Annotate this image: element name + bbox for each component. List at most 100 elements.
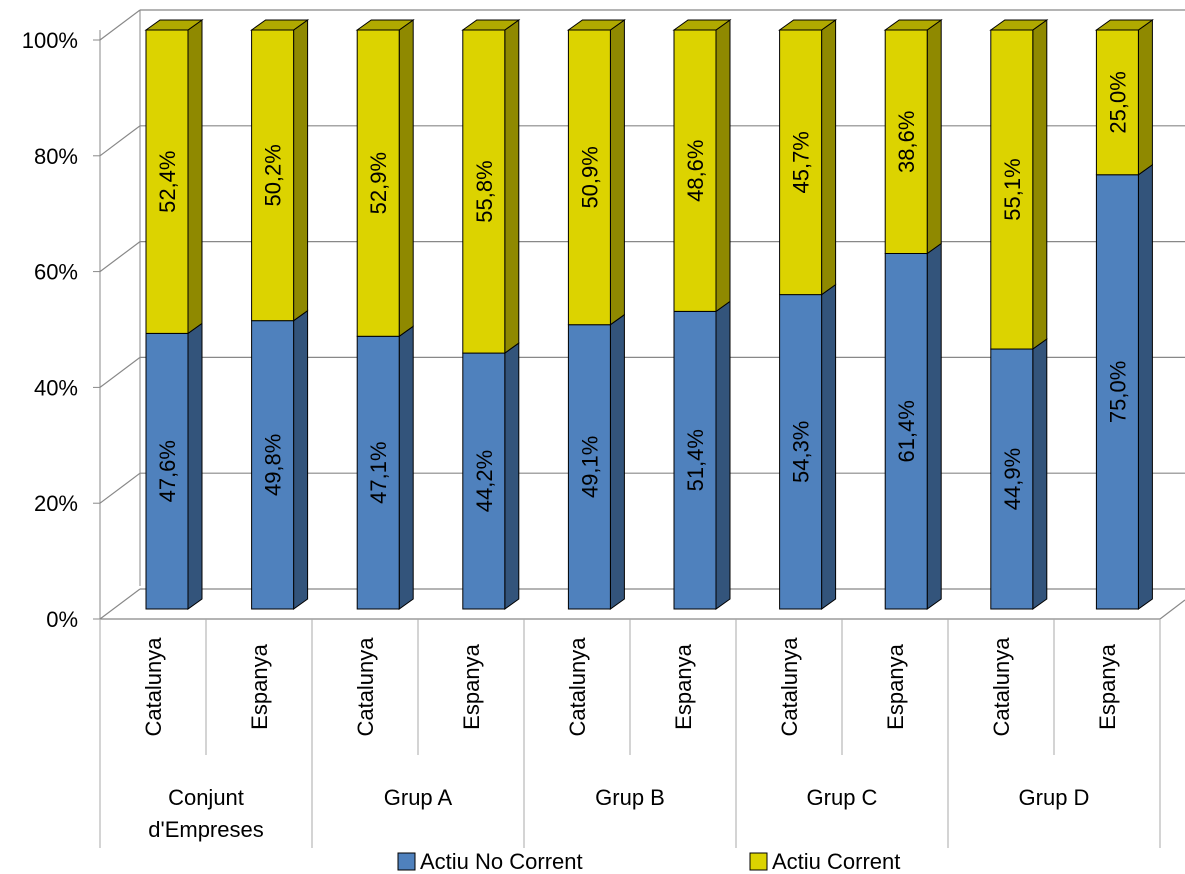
data-label: 47,6% [155,440,180,502]
bar-side [821,19,837,296]
bar-segment [356,335,400,610]
bar-side [1032,19,1048,351]
bar-side [1137,19,1153,176]
bar-stack: 44,9% 55,1% [989,19,1049,610]
bar-stack: 61,4% 38,6% [883,19,943,610]
y-tick-label: 0% [46,607,78,632]
bar-segment [356,29,400,337]
x-tick-label-region: Espanya [671,643,696,729]
bar-side [1137,163,1153,610]
data-label: 52,9% [366,152,391,214]
bar-segment [779,29,823,296]
bar-segment [462,29,506,354]
bar-side [187,322,203,610]
bar-side [398,19,414,338]
y-tick-label: 100% [22,28,78,53]
legend: Actiu No Corrent Actiu Corrent [397,849,900,874]
bar-stack: 47,1% 52,9% [355,19,415,610]
bar-segment [884,252,928,610]
legend-label: Actiu Corrent [772,849,900,874]
gridline-diagonal [99,588,141,620]
bar-stack: 51,4% 48,6% [672,19,732,610]
x-tick-label-region: Catalunya [353,637,378,737]
y-tick-label: 40% [34,375,78,400]
bar-stack: 49,8% 50,2% [250,19,310,610]
bar-segment [990,29,1034,350]
y-axis-tick-labels: 0% 20% 40% 60% 80% 100% [22,28,78,632]
legend-label: Actiu No Corrent [420,849,583,874]
x-tick-label-group: Grup C [807,785,878,810]
data-label: 61,4% [894,400,919,462]
x-tick-label-region: Espanya [1095,643,1120,729]
bar-segment [673,29,717,312]
x-tick-label-group: d'Empreses [148,817,263,842]
data-label: 52,4% [155,151,180,213]
bar-stack: 49,1% 50,9% [566,19,626,610]
bar-segment [1095,174,1139,610]
bars: 47,6% 52,4% 49,8% 50,2% 47,1% 52,9% 44,2% 55,8%… [144,19,1154,610]
x-tick-label-group: Conjunt [168,785,244,810]
x-tick-label-region: Espanya [459,643,484,729]
x-tick-label-region: Catalunya [565,637,590,737]
data-label: 49,1% [577,436,602,498]
bar-stack: 44,2% 55,8% [461,19,521,610]
x-tick-label-region: Espanya [883,643,908,729]
bar-side [715,19,731,313]
data-label: 51,4% [683,429,708,491]
data-label: 44,9% [1000,448,1025,510]
x-tick-label-group: Grup B [595,785,665,810]
data-label: 50,2% [261,144,286,206]
data-label: 50,9% [577,146,602,208]
bar-side [187,19,203,335]
bar-side [504,342,520,610]
bar-segment [884,29,928,254]
bar-segment [251,29,295,322]
bar-side [926,242,942,610]
bar-side [926,19,942,255]
data-label: 47,1% [366,441,391,503]
data-label: 44,2% [472,450,497,512]
bar-segment [251,320,295,610]
gridline-diagonal [99,241,141,273]
bar-segment [1095,29,1139,176]
bar-segment [567,29,611,326]
data-label: 55,1% [1000,158,1025,220]
data-label: 55,8% [472,160,497,222]
data-label: 45,7% [789,131,814,193]
y-tick-label: 60% [34,260,78,285]
bar-side [609,313,625,610]
bar-segment [990,348,1034,610]
data-label: 38,6% [894,111,919,173]
bar-side [1032,338,1048,610]
bar-side [715,300,731,610]
bar-side [293,19,309,322]
gridline-diagonal [99,9,141,41]
x-axis: Catalunya Espanya Catalunya Espanya Cataluny… [99,619,1161,848]
bar-side [609,19,625,326]
y-tick-label: 20% [34,491,78,516]
legend-swatch [749,852,768,871]
bar-segment [145,29,189,334]
bar-side [293,309,309,610]
x-tick-label-group: Grup D [1019,785,1090,810]
x-tick-label-region: Catalunya [141,637,166,737]
data-label: 25,0% [1105,71,1130,133]
x-tick-label-region: Catalunya [989,637,1014,737]
bar-stack: 75,0% 25,0% [1094,19,1154,610]
bar-segment [145,332,189,610]
data-label: 49,8% [261,434,286,496]
bar-side [504,19,520,355]
gridline-diagonal [99,125,141,157]
bar-stack: 54,3% 45,7% [778,19,838,610]
floor-right-edge [1159,599,1185,620]
gridline-diagonal [99,472,141,504]
y-tick-label: 80% [34,144,78,169]
gridline-diagonal [99,356,141,388]
data-label: 48,6% [683,140,708,202]
data-label: 75,0% [1105,361,1130,423]
x-tick-label-region: Espanya [247,643,272,729]
bar-side [821,283,837,610]
bar-stack: 47,6% 52,4% [144,19,204,610]
bar-segment [462,352,506,610]
